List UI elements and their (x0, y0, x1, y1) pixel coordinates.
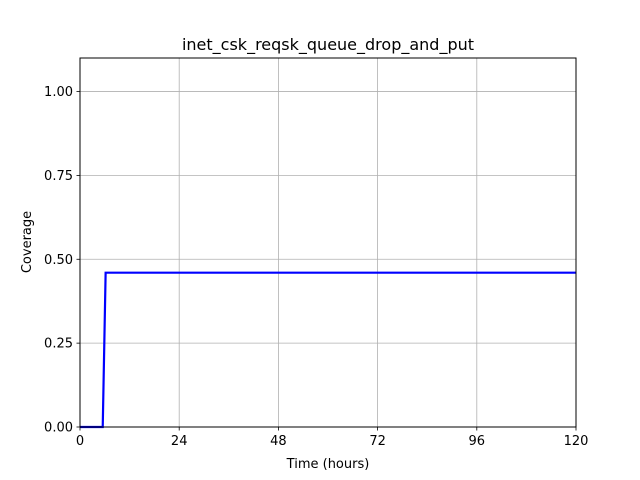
axis-ticks: 0 24 48 72 96 120 0.00 0.25 0.50 0.75 1.00 (44, 85, 588, 449)
y-tick-label: 0.25 (44, 337, 73, 352)
y-tick-label: 0.50 (44, 253, 73, 268)
x-axis-label: Time (hours) (286, 457, 370, 472)
chart-title: inet_csk_reqsk_queue_drop_and_put (182, 35, 474, 55)
x-tick-label: 0 (76, 434, 84, 449)
x-tick-label: 48 (270, 434, 287, 449)
x-tick-label: 72 (369, 434, 386, 449)
x-tick-label: 24 (171, 434, 188, 449)
y-tick-label: 1.00 (44, 85, 73, 100)
y-tick-label: 0.00 (44, 421, 73, 436)
x-tick-label: 120 (564, 434, 589, 449)
y-axis-label: Coverage (20, 211, 35, 273)
y-tick-label: 0.75 (44, 169, 73, 184)
plot-frame (79, 57, 577, 428)
x-tick-label: 96 (469, 434, 486, 449)
